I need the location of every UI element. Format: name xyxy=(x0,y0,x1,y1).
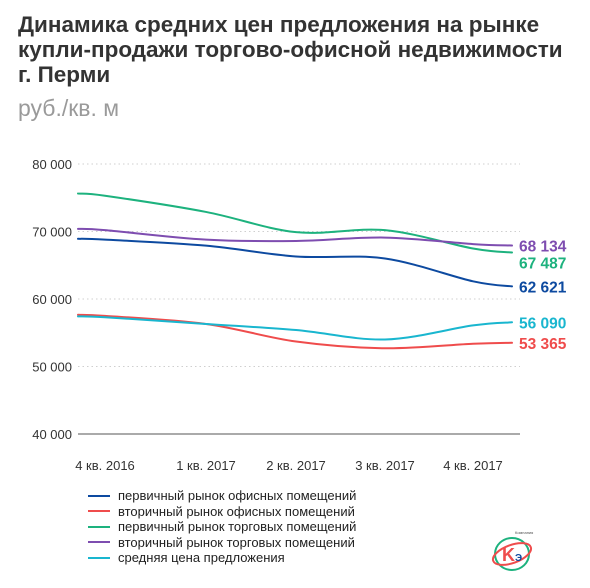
company-logo: K Э Компания xyxy=(491,530,533,571)
x-tick-label: 1 кв. 2017 xyxy=(176,458,236,473)
y-tick-label: 80 000 xyxy=(32,157,72,172)
y-tick-label: 70 000 xyxy=(32,225,72,240)
series-end-label: 53 365 xyxy=(519,336,567,353)
series-line xyxy=(77,227,513,247)
series-lines xyxy=(77,192,513,350)
legend-swatch xyxy=(88,494,110,497)
chart-legend: первичный рынок офисных помещений вторичн… xyxy=(88,488,356,566)
legend-label: вторичный рынок торговых помещений xyxy=(118,534,355,550)
x-tick-label: 4 кв. 2017 xyxy=(443,458,503,473)
series-end-label: 56 090 xyxy=(519,315,566,332)
legend-swatch xyxy=(88,541,110,544)
gridlines xyxy=(78,163,520,435)
x-tick-label: 2 кв. 2017 xyxy=(266,458,326,473)
legend-swatch xyxy=(88,556,110,559)
series-line xyxy=(77,237,513,288)
y-axis-ticks: 40 000 50 000 60 000 70 000 80 000 xyxy=(32,157,72,442)
legend-label: средняя цена предложения xyxy=(118,550,285,566)
series-line xyxy=(77,192,513,254)
series-end-label: 68 134 xyxy=(519,239,567,256)
legend-item: первичный рынок офисных помещений xyxy=(88,488,356,504)
series-end-label: 62 621 xyxy=(519,279,567,296)
y-tick-label: 60 000 xyxy=(32,292,72,307)
series-line xyxy=(77,313,513,350)
legend-item: вторичный рынок торговых помещений xyxy=(88,535,356,551)
legend-item: первичный рынок торговых помещений xyxy=(88,519,356,535)
legend-label: вторичный рынок офисных помещений xyxy=(118,503,355,519)
x-tick-label: 3 кв. 2017 xyxy=(355,458,415,473)
legend-label: первичный рынок офисных помещений xyxy=(118,488,357,504)
line-chart: 40 000 50 000 60 000 70 000 80 000 4 кв. 201… xyxy=(32,157,567,473)
svg-text:K: K xyxy=(502,545,515,565)
legend-swatch xyxy=(88,510,110,513)
chart-title: Динамика средних цен предложения на рынк… xyxy=(18,12,563,87)
legend-item: средняя цена предложения xyxy=(88,550,356,566)
chart-unit-label: руб./кв. м xyxy=(18,95,120,121)
y-tick-label: 50 000 xyxy=(32,360,72,375)
legend-swatch xyxy=(88,525,110,528)
series-line xyxy=(77,315,513,341)
y-tick-label: 40 000 xyxy=(32,427,72,442)
x-axis-ticks: 4 кв. 2016 1 кв. 2017 2 кв. 2017 3 кв. 2017… xyxy=(75,458,503,473)
legend-label: первичный рынок торговых помещений xyxy=(118,519,357,535)
x-tick-label: 4 кв. 2016 xyxy=(75,458,135,473)
svg-text:Э: Э xyxy=(515,553,522,564)
series-end-label: 67 487 xyxy=(519,256,566,273)
logo-text: Компания xyxy=(515,530,533,535)
legend-item: вторичный рынок офисных помещений xyxy=(88,504,356,520)
